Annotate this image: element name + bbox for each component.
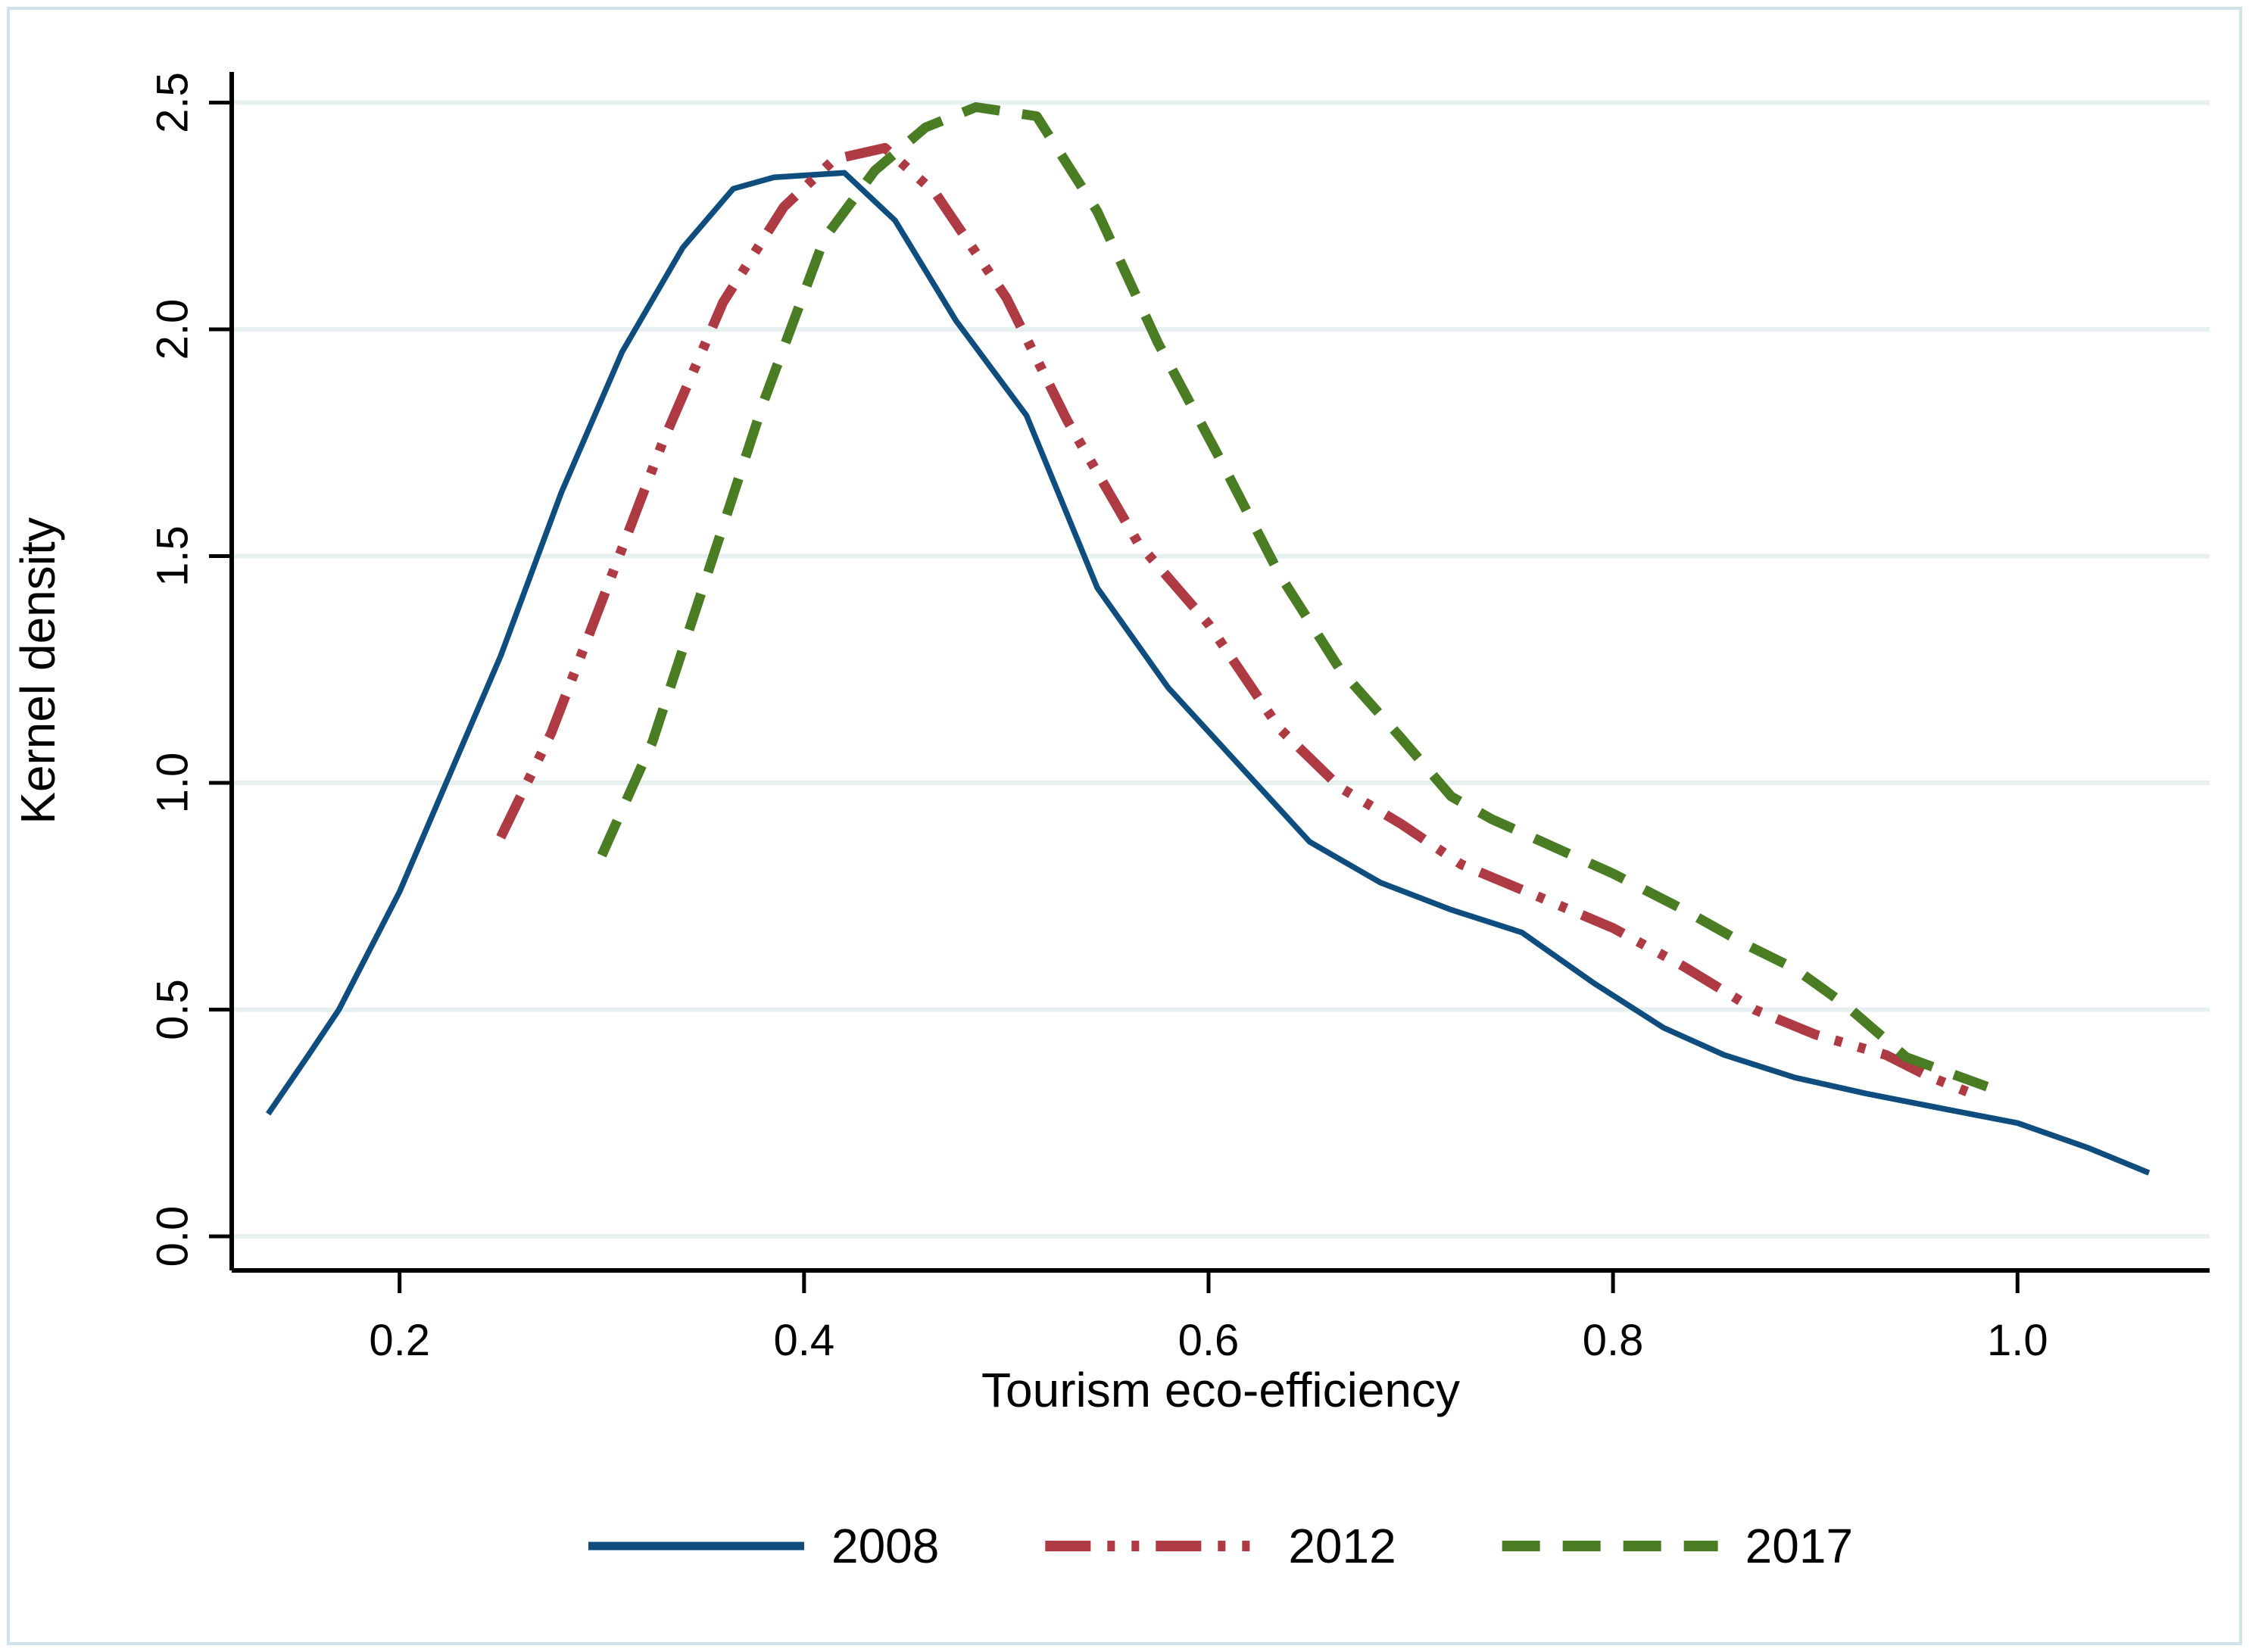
y-tick-label-0.5: 0.5 — [148, 979, 198, 1040]
x-axis-title: Tourism eco-efficiency — [981, 1363, 1460, 1417]
x-tick-label-1.0: 1.0 — [1987, 1316, 2048, 1365]
tick-labels: 0.0 0.5 1.0 1.5 2.0 2.5 0.2 0.4 0.6 0.8 1.0 — [148, 72, 2048, 1365]
series-lines — [266, 102, 2151, 1176]
x-tick-label-0.6: 0.6 — [1178, 1316, 1240, 1365]
y-tick-label-2.5: 2.5 — [148, 72, 198, 133]
y-tick-label-1.5: 1.5 — [148, 525, 198, 587]
x-tick-label-0.2: 0.2 — [369, 1316, 430, 1365]
axes — [229, 72, 2210, 1273]
x-tick-label-0.8: 0.8 — [1583, 1316, 1644, 1365]
legend-label-2012: 2012 — [1288, 1519, 1396, 1573]
gridlines — [232, 100, 2210, 1239]
y-axis-title: Kernel density — [11, 517, 65, 824]
y-tick-label-0.0: 0.0 — [148, 1206, 198, 1267]
tick-marks — [209, 101, 2020, 1293]
y-tick-label-2.0: 2.0 — [148, 299, 198, 360]
legend-label-2008: 2008 — [831, 1519, 939, 1573]
legend-label-2017: 2017 — [1745, 1519, 1853, 1573]
series-line-2008 — [266, 170, 2151, 1176]
legend: 2008 2012 2017 — [588, 1519, 1853, 1573]
y-tick-label-1.0: 1.0 — [148, 753, 198, 814]
series-line-2012 — [496, 142, 1979, 1101]
x-tick-label-0.4: 0.4 — [774, 1316, 835, 1365]
axis-titles: Kernel density Tourism eco-efficiency — [11, 517, 1460, 1417]
